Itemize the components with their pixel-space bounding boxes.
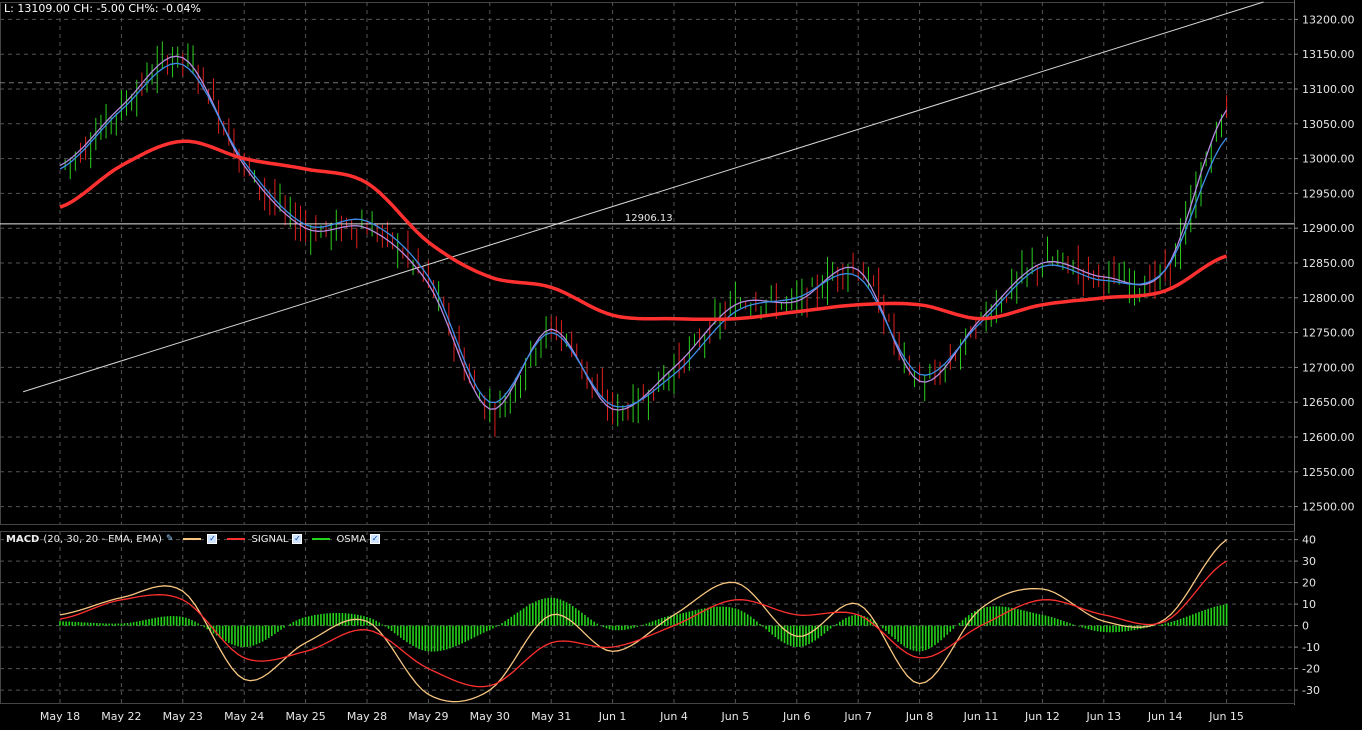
signal-swatch [227, 538, 246, 540]
osma-histogram [59, 597, 1228, 652]
date-tick-label: May 24 [224, 710, 264, 723]
macd-tick-label: -20 [1302, 663, 1320, 676]
macd-params: (20, 30, 20 - EMA, EMA) [43, 533, 162, 545]
price-panel: 12500.00 12550.00 12600.00 12650.00 12700.00… [0, 0, 1355, 705]
date-tick-label: Jun 15 [1208, 710, 1244, 723]
date-axis: May 18 May 22 May 23 May 24 May 25 May 28 May … [40, 710, 1244, 723]
edit-pencil-icon[interactable]: ✎ [165, 534, 174, 544]
price-tick-label: 12800.00 [1302, 292, 1355, 305]
osma-label: OSMA [336, 533, 367, 545]
price-tick-label: 13100.00 [1302, 83, 1355, 96]
price-tick-label: 12850.00 [1302, 257, 1355, 270]
macd-panel: -30 -20 -10 0 10 20 30 40 [0, 531, 1320, 704]
macd-tick-label: 30 [1302, 555, 1316, 568]
price-tick-label: 12750.00 [1302, 327, 1355, 340]
date-tick-label: Jun 12 [1024, 710, 1060, 723]
price-tick-label: 13000.00 [1302, 153, 1355, 166]
date-tick-label: May 29 [408, 710, 448, 723]
macd-swatch [183, 538, 202, 540]
osma-visible-checkbox[interactable]: ✓ [370, 534, 381, 544]
signal-visible-checkbox[interactable]: ✓ [292, 534, 303, 544]
date-tick-label: Jun 13 [1085, 710, 1121, 723]
signal-label: SIGNAL [251, 533, 289, 545]
macd-tick-label: 0 [1302, 620, 1309, 633]
date-tick-label: Jun 6 [782, 710, 811, 723]
signal-line [59, 560, 1227, 688]
price-tick-label: 12550.00 [1302, 466, 1355, 479]
price-tick-label: 12600.00 [1302, 431, 1355, 444]
date-tick-label: Jun 4 [659, 710, 688, 723]
price-tick-label: 12650.00 [1302, 396, 1355, 409]
price-tick-label: 12900.00 [1302, 222, 1355, 235]
macd-visible-checkbox[interactable]: ✓ [207, 534, 218, 544]
ema_fast-line [59, 55, 1228, 411]
macd-panel-frame [0, 531, 1295, 704]
date-tick-label: Jun 11 [963, 710, 999, 723]
date-tick-label: May 18 [40, 710, 80, 723]
trendline[interactable] [23, 1, 1264, 393]
macd-tick-label: 10 [1302, 598, 1316, 611]
date-tick-label: Jun 1 [598, 710, 627, 723]
date-tick-label: May 25 [285, 710, 325, 723]
quote-readout: L: 13109.00 CH: -5.00 CH%: -0.04% [4, 2, 201, 15]
candlesticks [64, 41, 1228, 437]
macd-title: MACD [6, 533, 40, 545]
macd-tick-label: 20 [1302, 577, 1316, 590]
price-tick-label: 12950.00 [1302, 187, 1355, 200]
price-tick-label: 12700.00 [1302, 361, 1355, 374]
macd-tick-label: -10 [1302, 641, 1320, 654]
date-tick-label: Jun 5 [721, 710, 750, 723]
osma-swatch [312, 538, 331, 540]
price-tick-label: 13150.00 [1302, 48, 1355, 61]
macd-tick-label: 40 [1302, 534, 1316, 547]
date-tick-label: May 28 [347, 710, 387, 723]
date-tick-label: Jun 14 [1147, 710, 1183, 723]
date-tick-label: May 30 [470, 710, 510, 723]
macd-tick-label: -30 [1302, 684, 1320, 697]
ema_long-line [59, 139, 1228, 322]
macd-line [59, 539, 1228, 703]
date-tick-label: May 31 [531, 710, 571, 723]
price-tick-label: 13200.00 [1302, 13, 1355, 26]
ema_slow-line [59, 62, 1228, 408]
macd-legend: MACD (20, 30, 20 - EMA, EMA) ✎ ✓ SIGNAL … [6, 532, 381, 546]
date-tick-label: Jun 7 [843, 710, 872, 723]
date-tick-label: May 23 [163, 710, 203, 723]
date-tick-label: Jun 8 [905, 710, 934, 723]
date-tick-label: May 22 [101, 710, 141, 723]
level-line-label: 12906.13 [625, 213, 673, 224]
price-tick-label: 12500.00 [1302, 501, 1355, 514]
price-tick-label: 13050.00 [1302, 118, 1355, 131]
